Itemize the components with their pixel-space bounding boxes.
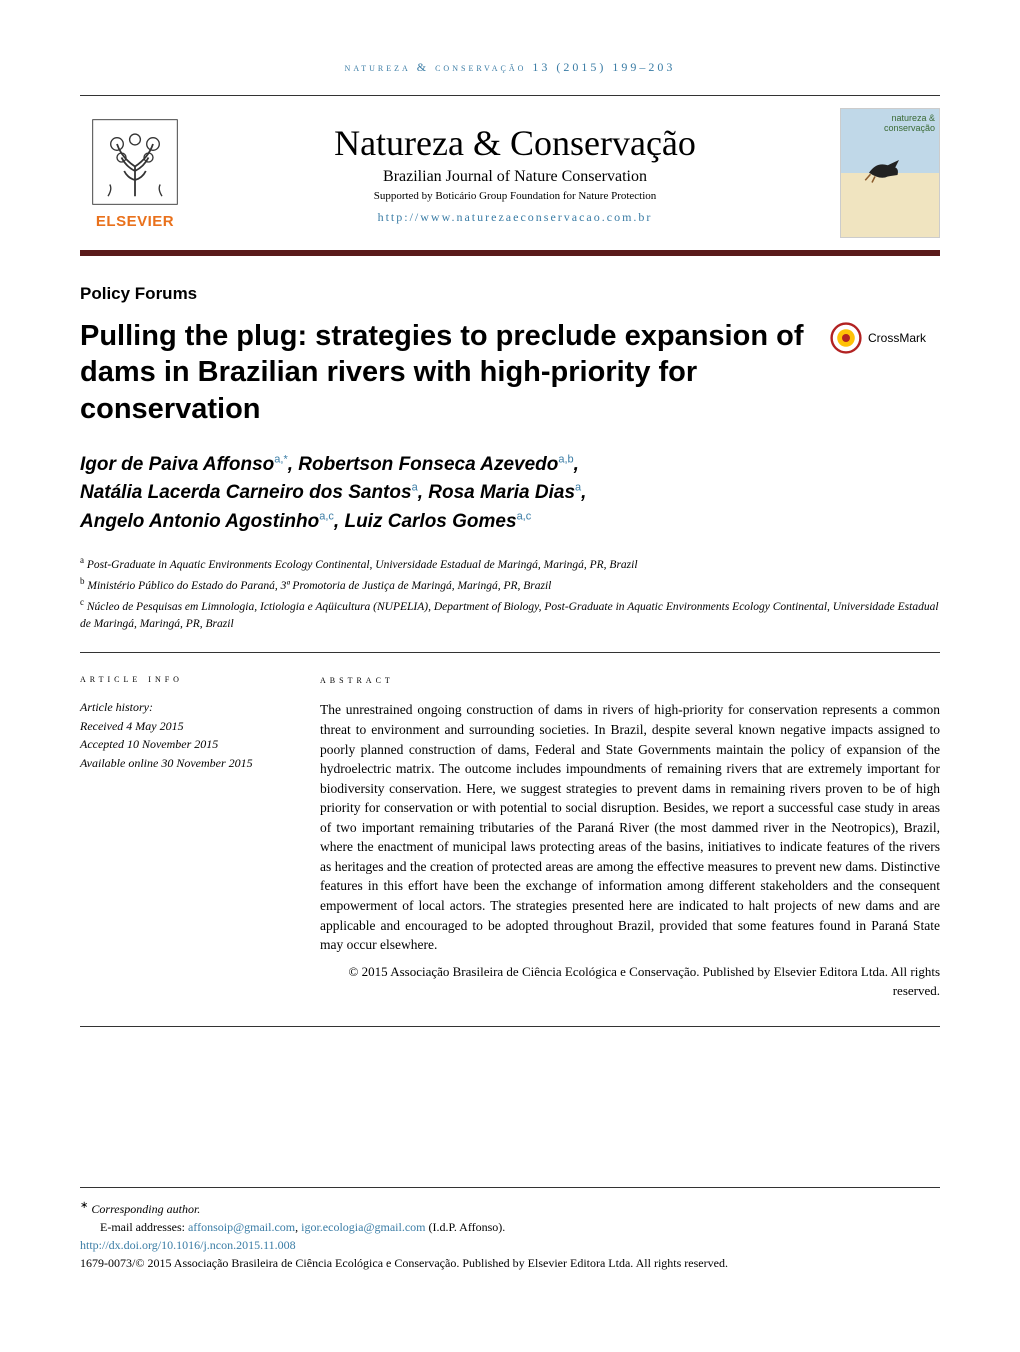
elsevier-logo: ELSEVIER [80, 108, 190, 238]
crossmark-badge[interactable]: CrossMark [830, 318, 940, 358]
email-attribution: (I.d.P. Affonso). [429, 1220, 506, 1234]
abstract-column: abstract The unrestrained ongoing constr… [320, 671, 940, 1000]
running-header: natureza & conservação 13 (2015) 199–203 [80, 60, 940, 75]
authors: Igor de Paiva Affonsoa,*, Robertson Fons… [80, 451, 940, 537]
journal-supported: Supported by Boticário Group Foundation … [204, 190, 826, 202]
journal-subtitle: Brazilian Journal of Nature Conservation [204, 168, 826, 186]
abstract-body: The unrestrained ongoing construction of… [320, 700, 940, 954]
email-link-1[interactable]: affonsoip@gmail.com [188, 1220, 295, 1234]
elsevier-wordmark: ELSEVIER [96, 213, 174, 230]
footer: ∗ Corresponding author. E-mail addresses… [80, 1187, 940, 1272]
masthead: ELSEVIER Natureza & Conservação Brazilia… [80, 96, 940, 250]
abstract-heading: abstract [320, 671, 940, 688]
corresponding-author-note: Corresponding author. [91, 1202, 200, 1216]
cover-bird-icon [859, 154, 909, 184]
crossmark-icon [830, 322, 862, 354]
history-label: Article history: [80, 698, 290, 717]
article-info-column: article info Article history: Received 4… [80, 671, 290, 1000]
article-title: Pulling the plug: strategies to preclude… [80, 318, 810, 427]
cover-title-line1: natureza & [891, 113, 935, 123]
journal-cover-thumbnail: natureza & conservação [840, 108, 940, 238]
issn-copyright-line: 1679-0073/© 2015 Associação Brasileira d… [80, 1254, 940, 1272]
journal-url: http://www.naturezaeconservacao.com.br [204, 210, 826, 225]
journal-block: Natureza & Conservação Brazilian Journal… [204, 122, 826, 225]
rule-thick [80, 250, 940, 256]
email-link-2[interactable]: igor.ecologia@gmail.com [301, 1220, 425, 1234]
journal-url-link[interactable]: http://www.naturezaeconservacao.com.br [378, 210, 653, 224]
history-accepted: Accepted 10 November 2015 [80, 735, 290, 754]
affiliations: a Post-Graduate in Aquatic Environments … [80, 554, 940, 634]
history-online: Available online 30 November 2015 [80, 754, 290, 773]
history-received: Received 4 May 2015 [80, 717, 290, 736]
abstract-copyright: © 2015 Associação Brasileira de Ciência … [320, 963, 940, 1001]
journal-title: Natureza & Conservação [204, 122, 826, 164]
article-info-heading: article info [80, 671, 290, 686]
cover-title-line2: conservação [884, 123, 935, 133]
elsevier-tree-icon [90, 117, 180, 207]
email-label: E-mail addresses: [100, 1220, 185, 1234]
doi-link[interactable]: http://dx.doi.org/10.1016/j.ncon.2015.11… [80, 1238, 296, 1252]
crossmark-label: CrossMark [868, 331, 926, 345]
section-label: Policy Forums [80, 284, 940, 304]
